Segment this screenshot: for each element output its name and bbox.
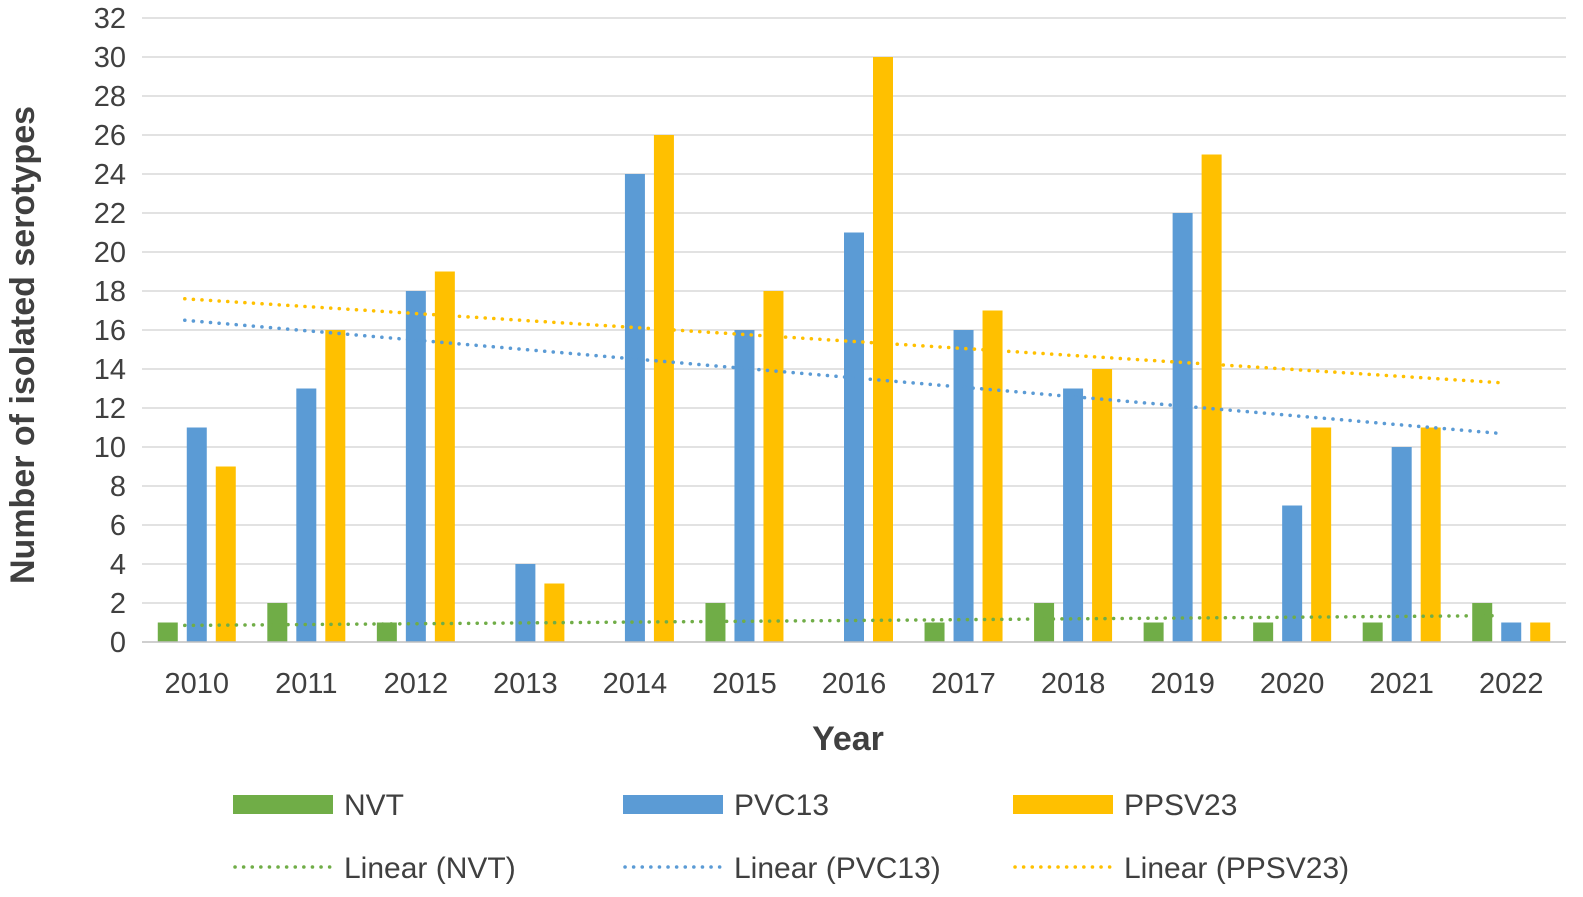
y-tick-label: 20	[94, 237, 126, 269]
bar-nvt-2012	[376, 622, 397, 642]
bar-ppsv23-2011	[325, 330, 346, 642]
y-tick-label: 6	[110, 510, 126, 542]
trendline-ppsv23	[183, 297, 1501, 385]
bar-ppsv23-2018	[1092, 369, 1113, 642]
bar-ppsv23-2019	[1201, 154, 1222, 642]
bar-pvc13-2012	[405, 291, 426, 642]
y-tick-label: 2	[110, 588, 126, 620]
bar-ppsv23-2015	[763, 291, 784, 642]
legend: NVT PVC13 PPSV23 Linear (NVT) Linear (PVC13)…	[233, 789, 1349, 885]
bar-ppsv23-2020	[1311, 427, 1332, 642]
y-tick-label: 28	[94, 81, 126, 113]
x-tick-label: 2014	[603, 668, 668, 700]
legend-swatch-nvt	[233, 795, 333, 814]
legend-swatch-pvc13	[623, 795, 723, 814]
y-tick-label: 12	[94, 393, 126, 425]
bar-pvc13-2015	[734, 330, 755, 642]
bars	[157, 57, 1551, 642]
y-tick-label: 22	[94, 198, 126, 230]
x-axis-title: Year	[812, 720, 884, 758]
x-tick-label: 2012	[384, 668, 449, 700]
bar-nvt-2011	[267, 603, 288, 642]
y-tick-label: 10	[94, 432, 126, 464]
bar-pvc13-2020	[1282, 505, 1303, 642]
bar-nvt-2017	[924, 622, 945, 642]
y-axis-title: Number of isolated serotypes	[4, 106, 42, 584]
bar-pvc13-2019	[1172, 213, 1193, 642]
legend-swatch-ppsv23	[1013, 795, 1113, 814]
bar-ppsv23-2012	[434, 271, 455, 642]
y-tick-label: 0	[110, 627, 126, 659]
bar-nvt-2018	[1034, 603, 1055, 642]
bar-pvc13-2011	[296, 388, 317, 642]
legend-label-ppsv23: PPSV23	[1124, 789, 1237, 822]
bar-nvt-2021	[1362, 622, 1383, 642]
legend-label-pvc13: PVC13	[734, 789, 829, 822]
bar-pvc13-2010	[186, 427, 207, 642]
bar-nvt-2019	[1143, 622, 1164, 642]
legend-label-nvt: NVT	[344, 789, 404, 822]
y-tick-label: 32	[94, 3, 126, 35]
bar-nvt-2010	[157, 622, 178, 642]
bar-ppsv23-2022	[1530, 622, 1551, 642]
bar-pvc13-2017	[953, 330, 974, 642]
trendline-pvc13	[183, 318, 1501, 436]
x-tick-label: 2017	[931, 668, 996, 700]
bar-nvt-2020	[1253, 622, 1274, 642]
x-tick-label: 2021	[1369, 668, 1434, 700]
bar-nvt-2022	[1472, 603, 1493, 642]
x-tick-label: 2016	[822, 668, 887, 700]
x-tick-label: 2018	[1041, 668, 1106, 700]
bar-pvc13-2016	[844, 232, 864, 642]
x-tick-label: 2013	[493, 668, 558, 700]
trendlines	[183, 297, 1501, 628]
legend-trend-label-ppsv23: Linear (PPSV23)	[1124, 852, 1349, 885]
legend-trend-label-nvt: Linear (NVT)	[344, 852, 516, 885]
y-tick-label: 26	[94, 120, 126, 152]
bar-pvc13-2021	[1391, 447, 1412, 642]
y-tick-label: 4	[110, 549, 126, 581]
x-tick-label: 2022	[1479, 668, 1544, 700]
x-tick-label: 2019	[1150, 668, 1215, 700]
bar-ppsv23-2017	[982, 310, 1003, 642]
x-tick-label: 2015	[712, 668, 777, 700]
y-tick-label: 14	[94, 354, 126, 386]
bar-ppsv23-2013	[544, 583, 565, 642]
bar-ppsv23-2021	[1420, 427, 1441, 642]
y-tick-label: 30	[94, 42, 126, 74]
x-tick-label: 2010	[165, 668, 230, 700]
bar-nvt-2015	[705, 603, 726, 642]
y-tick-label: 16	[94, 315, 126, 347]
bar-pvc13-2013	[515, 564, 536, 642]
x-axis-ticks: 2010 2011 2012 2013 2014 2015 2016 2017 2018 2019…	[165, 668, 1544, 700]
y-tick-label: 8	[110, 471, 126, 503]
bar-ppsv23-2016	[873, 57, 893, 642]
x-tick-label: 2011	[275, 668, 337, 700]
bar-ppsv23-2014	[653, 135, 674, 642]
bar-pvc13-2014	[624, 174, 645, 642]
y-tick-label: 24	[94, 159, 126, 191]
bar-pvc13-2018	[1063, 388, 1084, 642]
bar-ppsv23-2010	[215, 466, 236, 642]
legend-trend-label-pvc13: Linear (PVC13)	[734, 852, 941, 885]
x-tick-label: 2020	[1260, 668, 1325, 700]
bar-pvc13-2022	[1501, 622, 1522, 642]
y-tick-label: 18	[94, 276, 126, 308]
